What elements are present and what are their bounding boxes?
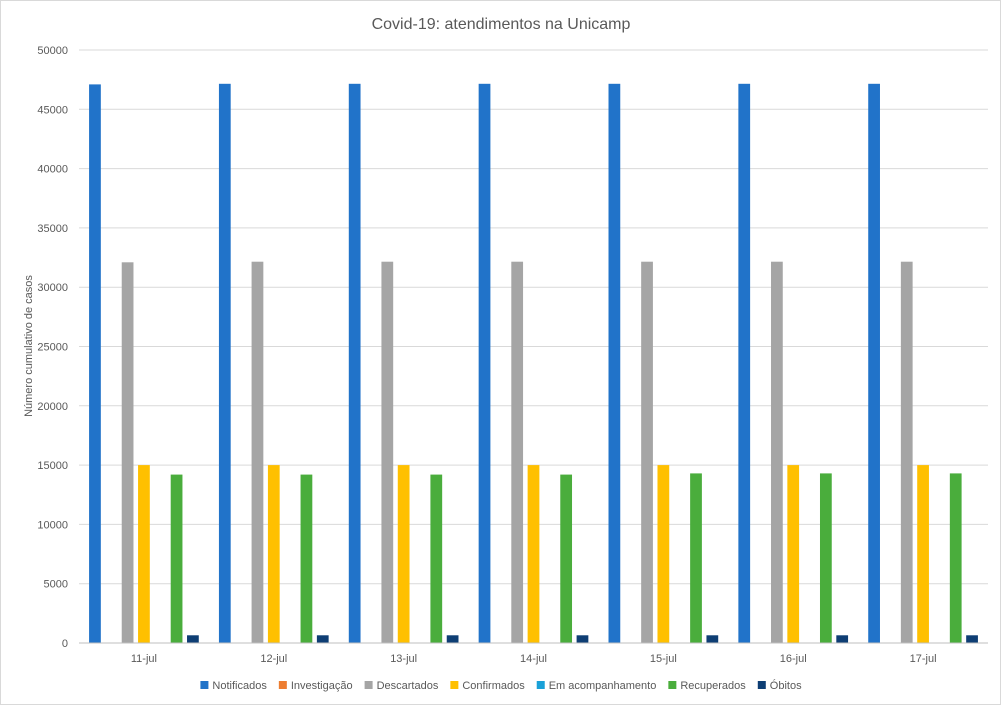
bar-recuperados-13-jul — [430, 474, 443, 643]
bar-notificados-15-jul — [608, 83, 621, 643]
x-tick-label: 15-jul — [650, 653, 677, 665]
legend-swatch — [450, 681, 459, 689]
x-tick-label: 12-jul — [260, 653, 287, 665]
bar-recuperados-14-jul — [560, 474, 573, 643]
x-tick-label: 14-jul — [520, 653, 547, 665]
bar-descartados-13-jul — [381, 261, 394, 643]
legend-label: Notificados — [212, 680, 267, 692]
bar-confirmados-13-jul — [397, 465, 410, 643]
x-axis-ticks: 11-jul 12-jul 13-jul 14-jul 15-jul 16-jul 17-j… — [131, 653, 937, 665]
bar-descartados-11-jul — [121, 262, 134, 643]
legend-swatch — [200, 681, 209, 689]
y-tick-label: 50000 — [37, 45, 68, 57]
bar-recuperados-11-jul — [170, 474, 183, 643]
y-tick-label: 15000 — [37, 460, 68, 472]
bar-notificados-13-jul — [348, 83, 361, 643]
bar-confirmados-11-jul — [138, 465, 150, 643]
legend-swatch — [757, 681, 766, 689]
bar--bitos-12-jul — [316, 635, 329, 643]
bar-descartados-14-jul — [511, 261, 524, 643]
legend-label: Descartados — [377, 680, 439, 692]
legend-label: Investigação — [291, 680, 353, 692]
bar-notificados-16-jul — [738, 83, 751, 643]
bar-notificados-17-jul — [868, 83, 880, 643]
bar-descartados-12-jul — [251, 261, 264, 643]
y-tick-label: 45000 — [37, 104, 68, 116]
bar--bitos-17-jul — [966, 635, 978, 643]
bar-notificados-12-jul — [218, 83, 231, 643]
bar-descartados-15-jul — [641, 261, 653, 643]
x-tick-label: 13-jul — [390, 653, 417, 665]
legend-label: Óbitos — [770, 679, 802, 692]
legend-swatch — [278, 681, 287, 689]
bars — [89, 83, 978, 644]
bar-notificados-11-jul — [89, 84, 101, 644]
bar-recuperados-17-jul — [949, 473, 962, 643]
y-tick-label: 10000 — [37, 519, 68, 531]
y-axis-ticks: 0 5000 10000 15000 20000 25000 30000 35000 40000… — [37, 45, 68, 650]
y-tick-label: 20000 — [37, 401, 68, 413]
bar-confirmados-12-jul — [267, 465, 280, 643]
bar-confirmados-15-jul — [657, 465, 670, 643]
y-tick-label: 5000 — [44, 579, 68, 591]
bar-confirmados-14-jul — [527, 465, 540, 643]
bar-descartados-16-jul — [771, 261, 783, 643]
legend: Notificados Investigação Descartados Confir… — [200, 679, 802, 692]
x-tick-label: 11-jul — [131, 653, 157, 665]
legend-label: Em acompanhamento — [549, 680, 657, 692]
y-tick-label: 35000 — [37, 223, 68, 235]
y-axis-title: Número cumulativo de casos — [23, 275, 35, 417]
legend-swatch — [536, 681, 545, 689]
y-tick-label: 25000 — [37, 342, 68, 354]
bar--bitos-11-jul — [187, 635, 199, 643]
y-tick-label: 30000 — [37, 282, 68, 294]
legend-swatch — [668, 681, 677, 689]
x-tick-label: 16-jul — [780, 653, 807, 665]
bar--bitos-13-jul — [446, 635, 459, 643]
bar--bitos-14-jul — [576, 635, 589, 643]
legend-swatch — [364, 681, 373, 689]
bar--bitos-15-jul — [706, 635, 719, 643]
y-tick-label: 0 — [62, 638, 68, 650]
chart-title: Covid-19: atendimentos na Unicamp — [372, 16, 631, 33]
bar--bitos-16-jul — [836, 635, 849, 643]
x-tick-label: 17-jul — [910, 653, 937, 665]
bar-recuperados-15-jul — [690, 473, 702, 643]
bar-confirmados-16-jul — [787, 465, 800, 643]
legend-label: Recuperados — [680, 680, 746, 692]
bar-descartados-17-jul — [900, 261, 913, 643]
bar-recuperados-16-jul — [819, 473, 832, 643]
y-tick-label: 40000 — [37, 164, 68, 176]
bar-notificados-14-jul — [478, 83, 491, 643]
bar-confirmados-17-jul — [917, 465, 929, 643]
bar-recuperados-12-jul — [300, 474, 313, 643]
legend-label: Confirmados — [462, 680, 525, 692]
